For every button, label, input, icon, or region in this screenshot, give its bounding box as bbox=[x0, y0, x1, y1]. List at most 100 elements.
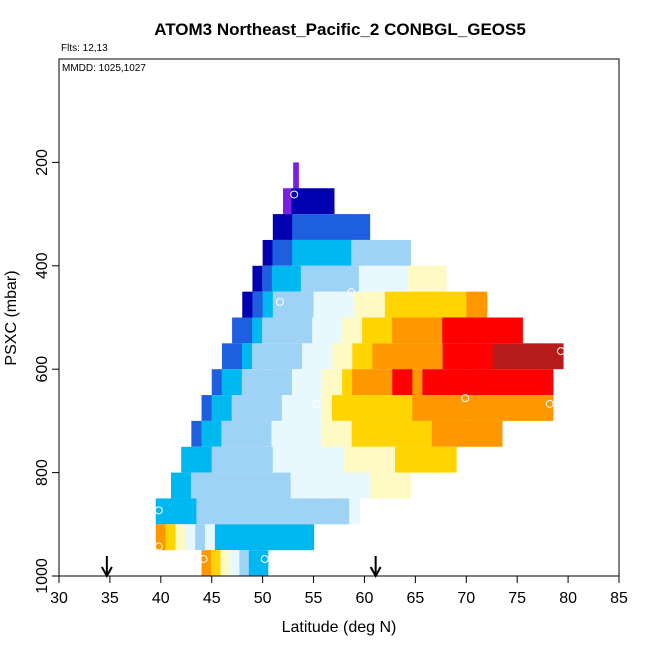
heatmap-cell bbox=[321, 239, 333, 266]
heatmap-cell bbox=[425, 291, 437, 318]
heatmap-cell bbox=[282, 343, 293, 370]
heatmap-cell bbox=[407, 265, 418, 292]
heatmap-cell bbox=[272, 239, 283, 266]
heatmap-cell bbox=[432, 317, 443, 344]
heatmap-cell bbox=[165, 524, 177, 551]
heatmap-cell bbox=[344, 446, 355, 473]
heatmap-cell bbox=[387, 265, 399, 292]
heatmap-cell bbox=[339, 265, 350, 292]
heatmap-cell bbox=[362, 395, 373, 421]
heatmap-cell bbox=[352, 395, 363, 421]
heatmap-cell bbox=[502, 395, 514, 421]
heatmap-cell bbox=[241, 343, 253, 370]
heatmap-cell bbox=[502, 343, 514, 370]
heatmap-cell bbox=[247, 498, 259, 525]
chart-title: ATOM3 Northeast_Pacific_2 CONBGL_GEOS5 bbox=[154, 20, 526, 39]
heatmap-cell bbox=[211, 420, 223, 447]
sample-point bbox=[290, 190, 299, 199]
heatmap-cell bbox=[262, 317, 273, 344]
heatmap-cell bbox=[400, 239, 411, 266]
heatmap-cell bbox=[302, 317, 313, 344]
heatmap-cell bbox=[303, 291, 315, 318]
heatmap-cell bbox=[271, 265, 283, 292]
heatmap-cell bbox=[397, 265, 408, 292]
heatmap-cell bbox=[293, 291, 304, 318]
heatmap-cell bbox=[230, 472, 242, 499]
heatmap-cell bbox=[392, 369, 403, 396]
heatmap-cell bbox=[220, 550, 231, 576]
heatmap-cell bbox=[381, 420, 393, 447]
heatmap-cell bbox=[342, 317, 353, 344]
heatmap-cell bbox=[155, 498, 167, 525]
heatmap-cell bbox=[462, 395, 474, 421]
heatmap-cell bbox=[221, 343, 233, 370]
heatmap-cell bbox=[329, 265, 341, 292]
heatmap-cell bbox=[211, 446, 223, 473]
heatmap-cell bbox=[342, 369, 353, 396]
heatmap-cell bbox=[456, 291, 467, 318]
heatmap-cell bbox=[371, 420, 383, 447]
y-axis: 200 400 600 800 1000 bbox=[34, 149, 59, 594]
heatmap-cell bbox=[322, 317, 333, 344]
x-tick-label: 60 bbox=[356, 590, 374, 607]
heatmap-cell bbox=[481, 420, 493, 447]
heatmap-cell bbox=[340, 214, 351, 240]
sample-points bbox=[154, 190, 565, 563]
heatmap-cell bbox=[442, 343, 454, 370]
heatmap-cell bbox=[270, 472, 282, 499]
heatmap-cell bbox=[272, 446, 284, 473]
x-tick-label: 45 bbox=[203, 590, 221, 607]
heatmap-cell bbox=[441, 420, 453, 447]
heatmap-cell bbox=[349, 498, 360, 525]
heatmap-cell bbox=[311, 420, 323, 447]
heatmap-cell bbox=[352, 317, 363, 344]
heatmap-cell bbox=[221, 395, 233, 421]
heatmap-cell bbox=[542, 369, 554, 396]
sample-point bbox=[260, 554, 269, 563]
heatmap-cell bbox=[502, 317, 513, 344]
heatmap-cell bbox=[261, 420, 273, 447]
x-tick-label: 50 bbox=[254, 590, 272, 607]
heatmap-cell bbox=[378, 265, 389, 292]
x-tick-label: 40 bbox=[152, 590, 170, 607]
heatmap-cell bbox=[492, 369, 504, 396]
y-axis-label: PSXC (mbar) bbox=[3, 270, 20, 365]
heatmap-cell bbox=[472, 317, 483, 344]
heatmap-cell bbox=[452, 369, 464, 396]
heatmap-cell bbox=[283, 291, 294, 318]
heatmap-cell bbox=[258, 550, 269, 576]
heatmap-cell bbox=[254, 524, 265, 551]
heatmap-cell bbox=[422, 343, 434, 370]
heatmap-cell bbox=[492, 317, 503, 344]
heatmap-cell bbox=[333, 446, 345, 473]
heatmap-cell bbox=[382, 395, 393, 421]
heatmap-cell bbox=[402, 395, 413, 421]
heatmap-cell bbox=[262, 239, 274, 266]
heatmap-cell bbox=[362, 369, 373, 396]
heatmap-cell bbox=[362, 343, 373, 370]
heatmap-cell bbox=[522, 395, 534, 421]
heatmap-cell bbox=[512, 343, 524, 370]
y-tick-label: 600 bbox=[34, 356, 51, 383]
heatmap-cell bbox=[330, 472, 342, 499]
heatmap-cell bbox=[210, 472, 222, 499]
heatmap-cell bbox=[402, 317, 413, 344]
heatmap-cell bbox=[416, 265, 428, 292]
x-tick-label: 70 bbox=[457, 590, 475, 607]
heatmap-cell bbox=[312, 369, 323, 396]
heatmap-cell bbox=[342, 395, 353, 421]
heatmap-cell bbox=[442, 317, 453, 344]
heatmap-cell bbox=[201, 395, 213, 421]
heatmap-cell bbox=[292, 343, 303, 370]
heatmap-cell bbox=[291, 188, 301, 215]
heatmap-cell bbox=[425, 446, 437, 473]
heatmap-cell bbox=[282, 317, 293, 344]
heatmap-cell bbox=[242, 446, 254, 473]
flight-arrow bbox=[369, 556, 382, 579]
heatmap-cell bbox=[415, 446, 427, 473]
heatmap-cell bbox=[165, 498, 177, 525]
heatmap-cell bbox=[351, 420, 363, 447]
heatmap-cell bbox=[364, 446, 376, 473]
heatmap-cell bbox=[384, 291, 396, 318]
